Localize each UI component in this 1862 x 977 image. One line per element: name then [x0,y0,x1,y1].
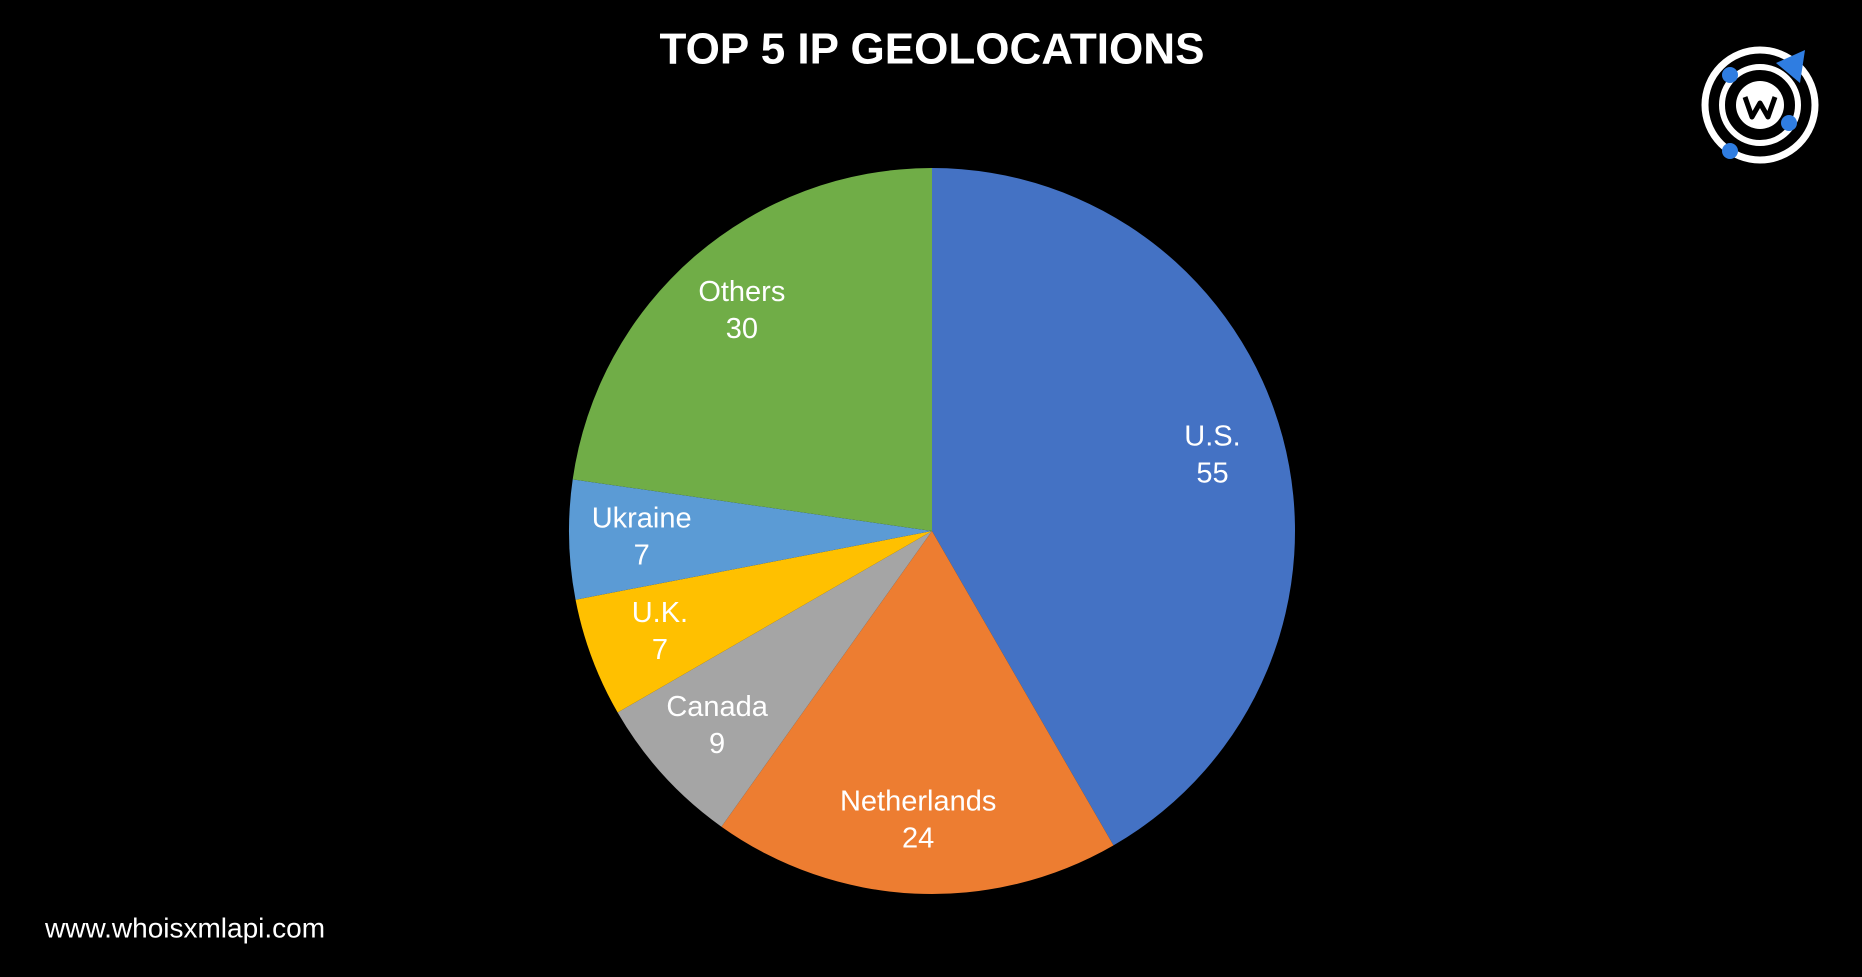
logo-arrow [1776,50,1805,83]
slice-value: 9 [709,728,725,760]
slice-label: Netherlands [840,786,996,818]
logo-dot [1781,115,1797,131]
logo-dot [1722,67,1738,83]
slice-value: 30 [726,313,758,345]
logo [1701,46,1819,164]
pie-slice [572,168,932,531]
slice-label: U.K. [632,597,688,629]
pie-slice [617,531,932,827]
slice-label: U.S. [1184,420,1240,452]
footer-url: www.whoisxmlapi.com [44,912,325,943]
logo-ring [1719,64,1801,146]
slice-label: Others [698,276,785,308]
logo-dot [1722,143,1738,159]
slice-value: 7 [634,540,650,572]
logo-ring [1701,46,1819,164]
pie-slice [932,168,1296,846]
pie-slice [721,531,1114,894]
pie-slice [569,479,932,600]
slice-value: 7 [652,634,668,666]
logo-w [1742,96,1778,120]
chart-title: TOP 5 IP GEOLOCATIONS [660,25,1205,74]
slice-label: Canada [666,691,768,723]
pie-slice [575,531,932,713]
slice-value: 24 [902,823,934,855]
slice-value: 55 [1196,457,1228,489]
slice-label: Ukraine [592,503,692,535]
